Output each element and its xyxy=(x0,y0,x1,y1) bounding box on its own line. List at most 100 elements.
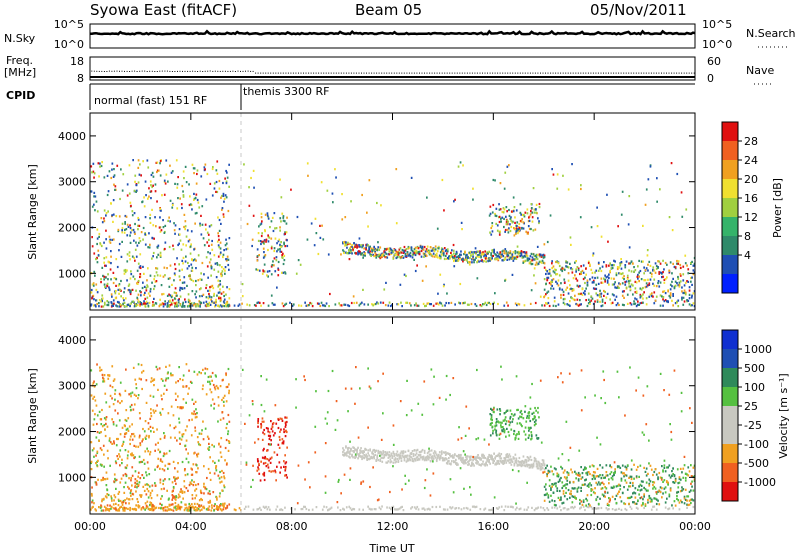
velocity-cell-1122 xyxy=(104,374,106,376)
power-cell-571 xyxy=(193,280,195,282)
power-cell-570 xyxy=(191,279,193,281)
power-cell-844 xyxy=(93,285,95,287)
power-cell-1202 xyxy=(281,272,283,274)
freq-point-197 xyxy=(588,73,589,74)
power-cell-86 xyxy=(311,303,313,305)
power-cell-829 xyxy=(193,172,195,174)
velocity-cell-998 xyxy=(193,403,195,405)
velocity-cell-247 xyxy=(669,507,671,509)
power-cell-151 xyxy=(442,305,444,307)
velocity-cell-743 xyxy=(149,485,151,487)
power-cell-349 xyxy=(174,233,176,235)
power-cell-980 xyxy=(181,207,183,209)
power-cell-1069 xyxy=(217,305,219,307)
power-cell-733 xyxy=(148,232,150,234)
power-cell-783 xyxy=(223,295,225,297)
power-cell-781 xyxy=(130,205,132,207)
power-cell-2635 xyxy=(683,297,685,299)
power-cell-2656 xyxy=(537,246,539,248)
power-cell-821 xyxy=(223,249,225,251)
velocity-cell-470 xyxy=(196,412,198,414)
velocity-cell-1422 xyxy=(393,462,395,464)
freq-point-170 xyxy=(520,73,521,74)
power-cell-1976 xyxy=(503,218,505,220)
velocity-cell-685 xyxy=(185,474,187,476)
velocity-cell-1446 xyxy=(401,460,403,462)
power-cell-347 xyxy=(209,261,211,263)
velocity-cell-1887 xyxy=(533,412,535,414)
power-cell-2155 xyxy=(589,264,591,266)
power-cell-316 xyxy=(228,210,230,212)
power-cell-679 xyxy=(192,164,194,166)
velocity-cell-1110 xyxy=(194,371,196,373)
power-cell-1998 xyxy=(517,229,519,231)
power-cell-684 xyxy=(224,270,226,272)
freq-point-6 xyxy=(106,71,107,72)
velocity-cell-1707 xyxy=(488,459,490,461)
velocity-cell-151 xyxy=(447,509,449,511)
velocity-cell-576 xyxy=(188,387,190,389)
power-cell-2606 xyxy=(562,175,564,177)
power-cell-2313 xyxy=(638,280,640,282)
freq-point-93 xyxy=(326,73,327,74)
power-cell-999 xyxy=(134,190,136,192)
power-cell-1929 xyxy=(506,210,508,212)
velocity-cell-624 xyxy=(134,435,136,437)
power-cell-805 xyxy=(138,301,140,303)
velocity-cell-1241 xyxy=(283,460,285,462)
power-cell-1708 xyxy=(490,252,492,254)
freq-point-195 xyxy=(583,73,584,74)
power-cell-1183 xyxy=(268,218,270,220)
power-cell-2082 xyxy=(566,287,568,289)
velocity-cell-939 xyxy=(142,486,144,488)
freq-point-232 xyxy=(676,73,677,74)
power-cell-1278 xyxy=(345,241,347,243)
velocity-cell-623 xyxy=(133,433,135,435)
velocity-cell-1430 xyxy=(395,457,397,459)
power-cell-1960 xyxy=(521,218,523,220)
velocity-cell-992 xyxy=(129,509,131,511)
velocity-cell-759 xyxy=(179,406,181,408)
velocity-cell-1371 xyxy=(375,450,377,452)
power-cell-330 xyxy=(222,270,224,272)
velocity-cell-1102 xyxy=(122,501,124,503)
power-cell-1827 xyxy=(530,255,532,257)
power-cell-120 xyxy=(382,302,384,304)
power-cell-631 xyxy=(122,227,124,229)
power-cell-1937 xyxy=(499,216,501,218)
velocity-cell-600 xyxy=(146,448,148,450)
velocity-cell-338 xyxy=(117,412,119,414)
power-cell-597 xyxy=(171,284,173,286)
power-cell-1977 xyxy=(530,213,532,215)
power-cell-2533 xyxy=(396,222,398,224)
velocity-cell-188 xyxy=(526,509,528,511)
velocity-cell-1127 xyxy=(184,468,186,470)
freq-point-135 xyxy=(432,73,433,74)
power-cell-1497 xyxy=(419,251,421,253)
power-cell-62 xyxy=(255,305,257,307)
power-cell-175 xyxy=(490,303,492,305)
velocity-cell-555 xyxy=(215,465,217,467)
velocity-cell-539 xyxy=(185,429,187,431)
power-cell-868 xyxy=(133,301,135,303)
velocity-cell-786 xyxy=(110,508,112,510)
power-cell-1466 xyxy=(409,247,411,249)
power-cell-2604 xyxy=(592,281,594,283)
power-cell-1869 xyxy=(544,256,546,258)
power-cell-827 xyxy=(219,283,221,285)
power-cell-1172 xyxy=(284,259,286,261)
power-colorbar-block-2 xyxy=(722,160,738,179)
power-cell-588 xyxy=(133,229,135,231)
velocity-cell-898 xyxy=(133,457,135,459)
power-cell-962 xyxy=(169,246,171,248)
power-cell-838 xyxy=(178,263,180,265)
velocity-cell-39 xyxy=(181,506,183,508)
power-cell-96 xyxy=(328,305,330,307)
velocity-cell-340 xyxy=(170,437,172,439)
velocity-cell-837 xyxy=(142,438,144,440)
power-cell-1966 xyxy=(534,212,536,214)
power-cell-374 xyxy=(217,280,219,282)
velocity-cell-957 xyxy=(190,481,192,483)
velocity-cell-1124 xyxy=(95,482,97,484)
